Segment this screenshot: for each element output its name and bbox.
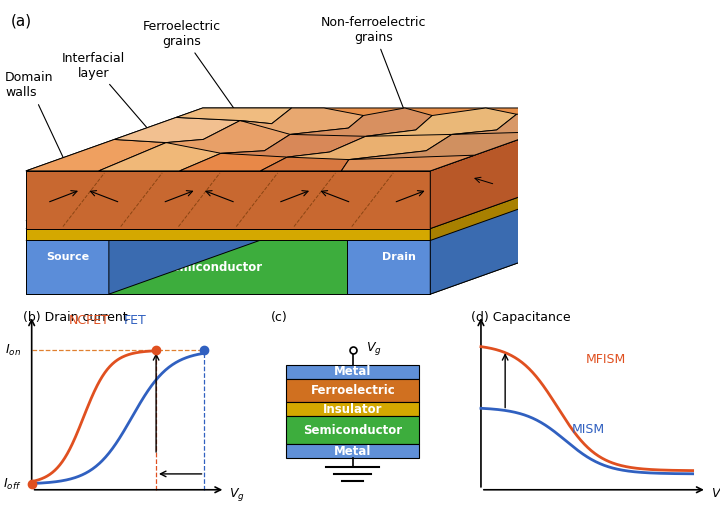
Text: Domain
walls: Domain walls [5,72,81,196]
Text: Metal: Metal [334,365,372,378]
Polygon shape [431,178,607,294]
Polygon shape [349,130,540,160]
Text: Source: Source [46,252,89,262]
Polygon shape [431,108,607,228]
Polygon shape [26,165,607,228]
Polygon shape [347,220,431,294]
Text: Interfacial
layer: Interfacial layer [62,51,219,211]
Polygon shape [347,157,607,220]
Polygon shape [287,130,452,160]
Text: $V_g$: $V_g$ [229,486,245,503]
Polygon shape [341,151,474,171]
Bar [287,365,419,379]
Polygon shape [114,118,240,143]
Bar [287,402,419,416]
Polygon shape [26,157,286,220]
Text: $I_{on}$: $I_{on}$ [5,343,22,358]
Text: (b) Drain current: (b) Drain current [23,311,127,324]
Polygon shape [26,178,607,241]
Polygon shape [431,165,607,241]
Text: Semiconductor: Semiconductor [303,423,402,437]
Text: Domains: Domains [0,529,1,530]
Polygon shape [179,151,287,171]
Polygon shape [26,220,109,294]
Text: (a): (a) [10,14,32,29]
Text: MFISM: MFISM [586,353,626,366]
Polygon shape [261,152,349,171]
Text: $V_g$: $V_g$ [366,340,382,357]
Polygon shape [26,228,431,241]
Text: NCFET: NCFET [68,314,109,326]
Text: Ferroelectric
grains: Ferroelectric grains [143,20,253,136]
Polygon shape [221,128,366,157]
Text: MISM: MISM [572,423,605,436]
Polygon shape [26,139,166,171]
Text: FET: FET [124,314,147,326]
Text: Semiconductor: Semiconductor [163,261,262,274]
Polygon shape [109,157,286,294]
Text: Drain: Drain [382,252,416,262]
Bar [287,379,419,402]
Text: Non-ferroelectric
grains: Non-ferroelectric grains [320,16,426,132]
Polygon shape [26,171,431,228]
Polygon shape [99,139,221,171]
Polygon shape [290,108,432,136]
Text: Insulator: Insulator [323,403,382,416]
Bar [287,444,419,458]
Bar [287,416,419,444]
Polygon shape [366,108,516,136]
Polygon shape [26,241,431,294]
Text: Metal: Metal [334,445,372,458]
Text: $I_{off}$: $I_{off}$ [3,476,22,492]
Polygon shape [452,108,607,135]
Text: (d) Capacitance: (d) Capacitance [471,311,570,324]
Text: $V_g$: $V_g$ [711,486,720,503]
Polygon shape [26,108,607,171]
Polygon shape [431,157,607,294]
Text: (c): (c) [271,311,287,324]
Polygon shape [166,120,290,153]
Polygon shape [240,108,364,135]
Text: Ferroelectric: Ferroelectric [310,384,395,397]
Polygon shape [176,108,292,123]
